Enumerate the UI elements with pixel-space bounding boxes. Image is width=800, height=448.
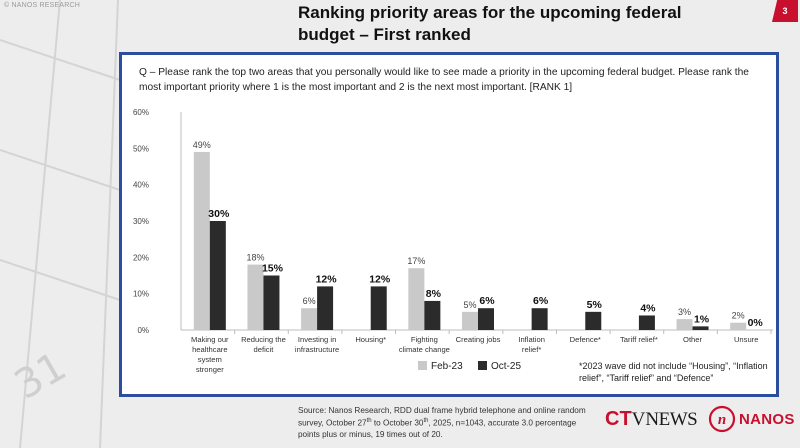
data-label-oct-25: 4% xyxy=(640,302,656,314)
source-text-3: , 2025, n=1043, accurate 3.0 percentage … xyxy=(298,418,577,439)
source-note: Source: Nanos Research, RDD dual frame h… xyxy=(298,405,598,440)
data-label-oct-25: 8% xyxy=(426,288,442,300)
legend-swatch-oct-25 xyxy=(478,361,487,370)
data-label-oct-25: 30% xyxy=(208,208,230,220)
bar-oct-25 xyxy=(585,311,602,330)
legend-label-oct-25: Oct-25 xyxy=(491,361,521,372)
x-category-label: infrastructure xyxy=(295,345,339,354)
x-category-label: Housing* xyxy=(355,335,386,344)
x-category-label: Tariff relief* xyxy=(620,335,658,344)
data-label-oct-25: 5% xyxy=(587,299,603,311)
x-category-label: Inflation xyxy=(518,335,545,344)
data-label-oct-25: 6% xyxy=(479,295,495,307)
x-category-label: healthcare xyxy=(192,345,227,354)
bar-oct-25 xyxy=(209,221,226,330)
bar-chart: 0% 10% 20% 30% 40% 50% 60% 49% 30% Making ourheal… xyxy=(133,108,773,374)
x-category-label: Fighting xyxy=(411,335,438,344)
bar-oct-25 xyxy=(692,326,709,330)
data-label-feb-23: 18% xyxy=(246,253,264,263)
bar-feb-23 xyxy=(247,264,264,330)
nanos-mark-icon: n xyxy=(708,405,736,433)
y-tick-label: 30% xyxy=(133,217,149,226)
bar-oct-25 xyxy=(263,275,280,330)
bar-oct-25 xyxy=(424,300,441,330)
x-category-label: climate change xyxy=(399,345,450,354)
title-line-2: budget – First ranked xyxy=(298,25,471,44)
page-number-badge: 3 xyxy=(772,0,798,22)
ctv-news-logo: C T V NEWS xyxy=(605,408,698,431)
x-category-label: stronger xyxy=(196,365,224,374)
ctv-logo-c: C xyxy=(605,408,620,430)
source-sup-1: th xyxy=(366,418,372,424)
bar-feb-23 xyxy=(301,308,318,330)
y-tick-label: 10% xyxy=(133,290,149,299)
slide-title: Ranking priority areas for the upcoming … xyxy=(298,2,768,46)
bar-feb-23 xyxy=(676,319,693,330)
y-tick-label: 20% xyxy=(133,253,149,262)
data-label-oct-25: 12% xyxy=(316,273,338,285)
data-label-feb-23: 49% xyxy=(193,140,211,150)
data-label-feb-23: 5% xyxy=(463,300,476,310)
bar-oct-25 xyxy=(370,286,387,330)
chart-panel: Q – Please rank the top two areas that y… xyxy=(119,52,779,397)
bar-feb-23 xyxy=(193,151,210,330)
y-tick-label: 60% xyxy=(133,108,149,117)
nanos-logo-text: NANOS xyxy=(739,410,795,428)
title-line-1: Ranking priority areas for the upcoming … xyxy=(298,3,682,22)
x-category-label: Making our xyxy=(191,335,229,344)
bar-oct-25 xyxy=(638,315,655,330)
survey-question: Q – Please rank the top two areas that y… xyxy=(139,67,749,93)
legend-label-feb-23: Feb-23 xyxy=(431,361,463,372)
data-label-feb-23: 3% xyxy=(678,307,691,317)
data-label-oct-25: 12% xyxy=(369,273,391,285)
data-label-oct-25: 6% xyxy=(533,295,549,307)
x-category-label: Defence* xyxy=(570,335,601,344)
x-category-label: Investing in xyxy=(298,335,336,344)
bar-oct-25 xyxy=(478,308,494,330)
data-label-oct-25: 15% xyxy=(262,263,284,275)
bar-oct-25 xyxy=(317,286,334,330)
bar-feb-23 xyxy=(730,322,747,330)
y-tick-label: 50% xyxy=(133,144,149,153)
data-label-feb-23: 17% xyxy=(407,256,425,266)
x-category-label: Other xyxy=(683,335,702,344)
bar-oct-25 xyxy=(531,308,548,330)
watermark: © NANOS RESEARCH xyxy=(4,2,81,9)
nanos-mark-letter: n xyxy=(718,412,726,428)
ctv-logo-news: NEWS xyxy=(645,408,698,430)
data-label-feb-23: 2% xyxy=(732,311,745,321)
x-category-label: Creating jobs xyxy=(456,335,501,344)
nanos-logo: n NANOS xyxy=(708,405,795,433)
bar-feb-23 xyxy=(408,268,425,330)
x-category-label: relief* xyxy=(522,345,541,354)
ctv-logo-t: T xyxy=(619,408,632,430)
ctv-logo-v: V xyxy=(631,408,646,430)
x-category-label: Unsure xyxy=(734,335,758,344)
source-text-2: to October 30 xyxy=(371,418,424,428)
x-category-label: deficit xyxy=(254,345,275,354)
logos: C T V NEWS n NANOS xyxy=(605,404,800,440)
source-text-1: Source: Nanos Research, RDD dual frame h… xyxy=(298,406,586,428)
svg-text:31: 31 xyxy=(7,343,74,408)
y-tick-label: 0% xyxy=(137,326,149,335)
data-label-oct-25: 0% xyxy=(748,317,764,329)
x-category-label: Reducing the xyxy=(241,335,286,344)
footnote: *2023 wave did not include “Housing”, “I… xyxy=(579,361,768,383)
x-category-label: system xyxy=(198,355,222,364)
legend-swatch-feb-23 xyxy=(418,361,427,370)
data-label-feb-23: 6% xyxy=(303,296,316,306)
bar-feb-23 xyxy=(462,311,478,330)
data-label-oct-25: 1% xyxy=(694,313,710,325)
y-tick-label: 40% xyxy=(133,181,149,190)
source-sup-2: th xyxy=(423,418,429,424)
